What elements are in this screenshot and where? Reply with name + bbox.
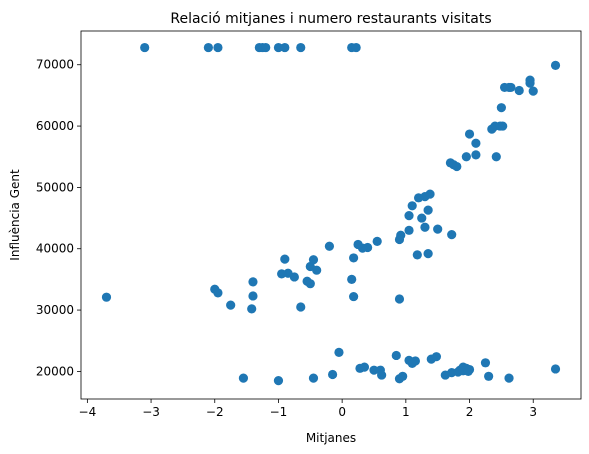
data-point [391, 350, 401, 361]
y-tick-label: 70000 [36, 58, 74, 72]
data-point [296, 42, 306, 53]
data-point [471, 138, 481, 148]
data-point [425, 189, 435, 199]
x-axis-ticks: −4 −3 −2 −1 0 1 2 3 [79, 399, 537, 419]
data-point [248, 291, 258, 301]
data-point [491, 152, 501, 162]
data-point [404, 211, 414, 221]
data-point [280, 42, 290, 53]
data-point [377, 370, 387, 380]
x-tick-label: 1 [402, 405, 410, 419]
data-point [213, 288, 223, 298]
data-point [372, 236, 382, 246]
data-point [247, 304, 257, 314]
data-point [273, 376, 284, 386]
data-point [349, 291, 359, 302]
data-point [525, 78, 535, 88]
y-tick-label: 20000 [36, 364, 74, 378]
data-point [296, 302, 306, 312]
x-tick-label: 2 [466, 405, 474, 419]
data-point [514, 85, 524, 96]
x-tick-label: −1 [270, 405, 288, 419]
x-tick-label: 3 [529, 405, 537, 419]
data-point [487, 124, 497, 134]
data-point [413, 193, 424, 203]
data-point [433, 224, 443, 234]
data-point [248, 277, 258, 287]
chart-title: Relació mitjanes i numero restaurants vi… [170, 11, 491, 27]
data-point [347, 274, 357, 284]
data-point [369, 365, 379, 375]
data-point [407, 358, 417, 369]
x-tick-label: −2 [206, 405, 224, 419]
data-point [353, 239, 363, 250]
data-point [550, 60, 561, 70]
data-point [101, 292, 112, 302]
data-point [550, 364, 561, 374]
data-point [327, 369, 338, 380]
x-tick-label: −4 [79, 405, 97, 419]
data-point [423, 249, 433, 259]
data-point [308, 373, 319, 383]
data-point [203, 42, 213, 53]
data-point [280, 254, 290, 264]
data-point [404, 225, 414, 235]
data-points [101, 42, 561, 386]
data-point [312, 265, 322, 275]
y-tick-label: 60000 [36, 119, 74, 133]
data-point [461, 152, 471, 162]
data-point [140, 42, 150, 53]
data-point [398, 371, 408, 381]
data-point [499, 82, 510, 93]
x-tick-label: −3 [142, 405, 160, 419]
y-axis-label: Influència Gent [8, 169, 22, 261]
y-tick-label: 40000 [36, 242, 74, 256]
data-point [359, 362, 370, 372]
y-axis-ticks: 20000 30000 40000 50000 60000 70000 [36, 58, 81, 378]
data-point [420, 222, 430, 232]
data-point [349, 253, 359, 263]
data-point [273, 42, 284, 53]
data-point [447, 230, 457, 240]
data-point [394, 294, 405, 304]
data-point [496, 103, 506, 113]
x-axis-label: Mitjanes [306, 431, 356, 445]
data-point [277, 269, 287, 279]
y-tick-label: 50000 [36, 180, 74, 194]
x-tick-label: 0 [338, 405, 346, 419]
data-point [504, 373, 514, 383]
data-point [226, 300, 236, 310]
data-point [412, 250, 422, 260]
data-point [528, 86, 538, 96]
data-point [238, 373, 249, 383]
data-point [213, 42, 223, 53]
data-point [464, 129, 475, 139]
data-point [498, 121, 508, 131]
data-point [308, 255, 319, 265]
data-point [417, 213, 427, 223]
data-point [423, 205, 433, 215]
data-point [305, 279, 315, 289]
data-point [261, 42, 271, 53]
data-point [324, 241, 335, 251]
data-point [480, 358, 491, 368]
y-tick-label: 30000 [36, 303, 74, 317]
data-point [351, 42, 361, 53]
data-point [407, 201, 417, 211]
data-point [484, 371, 494, 381]
data-point [463, 366, 473, 376]
data-point [471, 150, 481, 160]
data-point [452, 161, 462, 172]
data-point [394, 234, 405, 245]
data-point [334, 347, 344, 357]
plot-area-frame [80, 30, 582, 400]
data-point [431, 352, 442, 362]
